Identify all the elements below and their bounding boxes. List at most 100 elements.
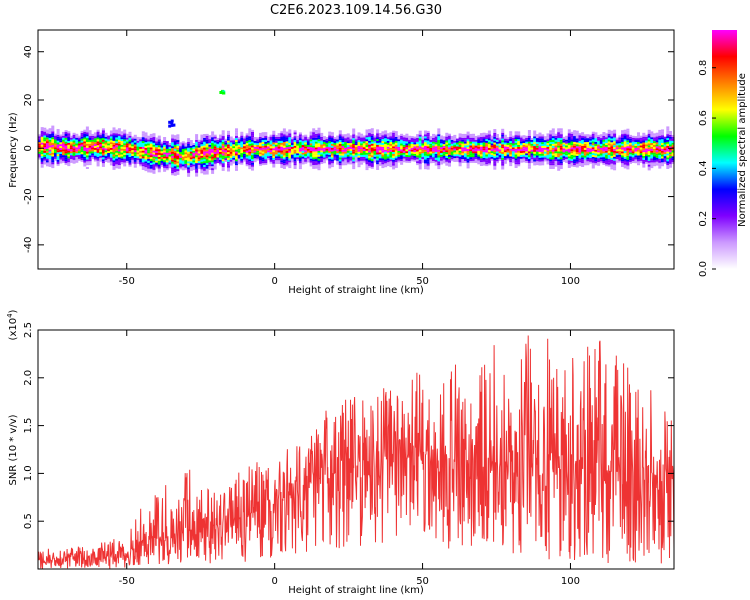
spectrogram-cell — [477, 137, 481, 140]
spectrogram-cell — [378, 152, 382, 155]
spectrogram-cell — [338, 161, 342, 164]
spectrogram-cell — [482, 157, 486, 160]
spectrogram-cell — [565, 160, 569, 163]
spectrogram-cell — [259, 158, 262, 160]
spectrogram-cell — [109, 138, 113, 141]
spectrogram-cell — [46, 145, 49, 147]
spectrogram-cell — [464, 149, 467, 152]
spectrogram-cell — [565, 147, 569, 150]
spectrogram-cell — [197, 145, 201, 148]
spectrogram-cell — [187, 165, 191, 168]
spectrogram-cell — [573, 139, 577, 142]
spectrogram-cell — [272, 142, 276, 145]
spectrogram-cell — [99, 155, 103, 158]
spectrogram-cell — [216, 161, 220, 164]
spectrogram-cell — [424, 130, 427, 133]
spectrogram-cell — [365, 145, 369, 147]
spectrogram-cell — [440, 139, 443, 142]
spectrogram-cell — [320, 132, 324, 135]
spectrogram-cell — [565, 151, 569, 154]
spectrogram-cell — [157, 156, 161, 159]
spectrogram-cell — [666, 165, 670, 167]
spectrogram-cell — [211, 158, 215, 161]
spectrogram-cell — [200, 140, 204, 143]
spectrogram-cell — [195, 147, 199, 150]
spectrogram-cell — [472, 149, 475, 152]
spectrogram-cell — [346, 150, 350, 153]
spectrogram-cell — [666, 126, 670, 129]
spectrogram-cell — [248, 165, 252, 168]
spectrogram-cell — [203, 149, 207, 152]
spectrogram-cell — [152, 144, 156, 147]
spectrogram-cell — [456, 146, 459, 149]
spectrogram-cell — [99, 150, 103, 152]
spectrogram-cell — [466, 158, 470, 161]
spectrogram-cell — [322, 155, 326, 158]
spectrogram-cell — [477, 141, 481, 143]
spectrogram-cell — [272, 148, 276, 151]
spectrogram-cell — [261, 143, 265, 146]
spectrogram-cell — [655, 153, 659, 156]
spectrogram-cell — [626, 161, 630, 164]
spectrogram-cell — [69, 151, 73, 154]
spectrogram-cell — [227, 148, 230, 151]
spectrogram-cell — [120, 144, 124, 147]
spectrogram-cell — [306, 160, 310, 163]
spectrogram-cell — [133, 136, 137, 139]
spectrogram-cell — [248, 143, 252, 146]
spectrogram-cell — [354, 158, 358, 161]
spectrogram-cell — [376, 137, 380, 140]
spectrogram-cell — [59, 144, 63, 147]
spectrogram-cell — [38, 147, 41, 150]
spectrogram-cell — [213, 136, 217, 139]
spectrogram-feature — [170, 123, 174, 127]
spectrogram-cell — [64, 135, 68, 138]
spectrogram-cell — [634, 159, 638, 162]
spectrogram-cell — [157, 139, 161, 142]
spectrogram-cell — [64, 132, 68, 134]
spectrogram-cell — [661, 131, 664, 134]
spectrogram-cell — [394, 152, 398, 155]
spectrogram-cell — [394, 164, 398, 166]
spectrogram-cell — [586, 153, 590, 156]
spectrogram-cell — [666, 159, 670, 162]
spectrogram-cell — [570, 147, 574, 150]
spectrogram-cell — [309, 139, 313, 142]
spectrogram-cell — [264, 149, 268, 152]
spectrogram-cell — [607, 164, 611, 167]
spectrogram-cell — [285, 156, 289, 159]
spectrogram-cell — [314, 147, 318, 150]
spectrogram-cell — [493, 140, 497, 143]
spectrogram-cell — [168, 143, 172, 145]
spectrogram-cell — [554, 160, 558, 163]
spectrogram-cell — [376, 135, 380, 138]
spectrogram-cell — [442, 140, 446, 143]
spectrogram-cell — [64, 155, 68, 158]
spectrogram-cell — [205, 164, 209, 167]
spectrogram-cell — [639, 160, 643, 163]
spectrogram-cell — [267, 156, 270, 159]
spectrogram-cell — [173, 137, 177, 140]
spectrogram-cell — [466, 141, 470, 144]
spectrogram-cell — [149, 139, 153, 142]
spectrogram-cell — [634, 157, 638, 160]
spectrogram-cell — [538, 159, 542, 162]
spectrogram-cell — [578, 146, 582, 149]
spectrogram-cell — [306, 154, 310, 157]
spectrogram-cell — [133, 138, 137, 141]
spectrogram-cell — [328, 164, 332, 167]
spectrogram-cell — [629, 154, 632, 157]
spectrogram-cell — [184, 144, 188, 147]
spectrogram-cell — [344, 155, 348, 158]
spectrogram-cell — [171, 146, 175, 149]
spectrogram-cell — [67, 150, 71, 153]
spectrogram-cell — [671, 146, 675, 149]
spectrogram-cell — [229, 148, 233, 151]
spectrogram-cell — [586, 149, 590, 152]
spectrogram-cell — [370, 145, 374, 148]
spectrogram-cell — [591, 164, 595, 167]
spectrogram-cell — [618, 150, 622, 153]
spectrogram-cell — [362, 152, 366, 155]
spectrogram-cell — [541, 159, 545, 162]
spectrogram-cell — [642, 154, 646, 156]
